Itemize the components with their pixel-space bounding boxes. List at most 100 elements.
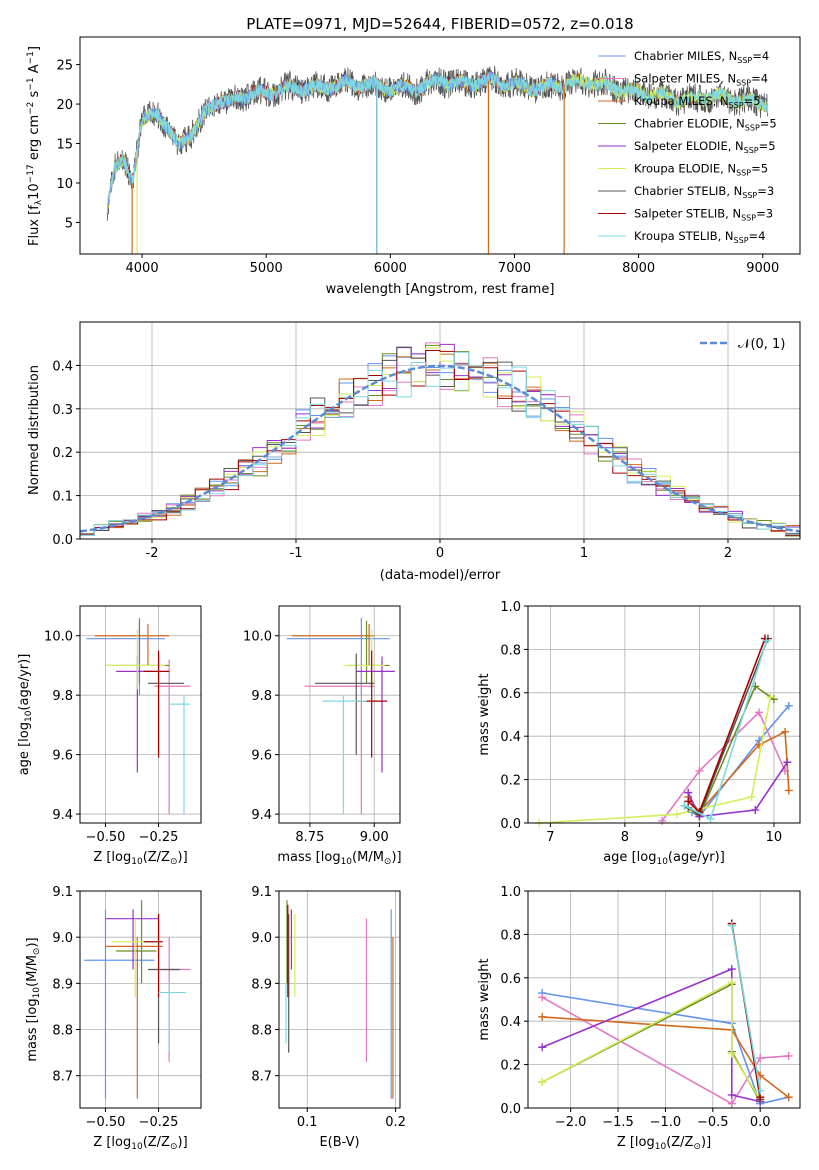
legend-label: Chabrier MILES, NSSP=4: [634, 49, 769, 65]
legend-text-part: SSP: [736, 169, 751, 178]
legend-text-part: =5: [760, 117, 777, 131]
axis-label-part: 10: [341, 857, 353, 867]
mass-weight-y-label: mass weight: [477, 958, 492, 1040]
y-tick-label: 1.0: [500, 885, 521, 900]
x-tick-label: 8000: [622, 261, 655, 276]
legend-label: Salpeter MILES, NSSP=4: [634, 72, 768, 88]
salpeter-miles-weight-marker: [755, 708, 764, 717]
axis-label-part: mass [log: [277, 850, 340, 865]
axis-label-part: ⊙: [32, 948, 42, 956]
spectrum-title: PLATE=0971, MJD=52644, FIBERID=0572, z=0…: [246, 15, 633, 33]
x-tick-label: 7: [546, 830, 554, 845]
axis-label-part: )]: [701, 1135, 711, 1150]
x-tick-label: 9: [695, 830, 703, 845]
y-tick-label: 10.0: [243, 630, 272, 645]
ylabel-axis-label: mass [log10(M/M⊙)]: [25, 937, 42, 1061]
salpeter-miles-weight-marker: [756, 1054, 765, 1063]
kroupa-miles-weight-marker: [784, 1093, 793, 1102]
y-tick-label: 0.1: [52, 490, 73, 505]
x-tick-label: −1.0: [650, 1115, 682, 1130]
x-tick-label: 7000: [498, 261, 531, 276]
legend-text-part: Salpeter STELIB, N: [634, 207, 741, 221]
y-tick-label: 0.6: [500, 972, 521, 987]
legend-text-part: =3: [756, 207, 773, 221]
kroupa-elodie-weight-marker: [538, 1077, 547, 1086]
x-tick-label: 0.2: [385, 1115, 406, 1130]
axis-label-part: ⊙: [693, 1142, 701, 1152]
x-tick-label: 4000: [126, 261, 159, 276]
axes-frame: [79, 605, 202, 824]
legend-text-part: SSP: [734, 236, 749, 245]
legend-label: Kroupa STELIB, NSSP=4: [634, 229, 765, 245]
axis-label-part: (age/yr)]: [17, 654, 32, 711]
xlabel-axis-label: mass [log10(M/M⊙)]: [277, 850, 401, 867]
x-tick-label: 1: [580, 546, 588, 561]
kroupa-stelib-weight-line: [731, 925, 761, 1091]
kroupa-elodie-weight-marker: [727, 1049, 736, 1058]
y-tick-label: 9.4: [52, 808, 73, 823]
axis-label-part: 10: [656, 857, 668, 867]
legend-text-part: =5: [751, 162, 768, 176]
salpeter-miles-weight-line: [661, 710, 786, 822]
x-tick-label: -2: [146, 546, 159, 561]
residual-panel: -2 -1 0 1 2 0.0 0.1 0.2 0.3 0.4 (data-model)/erro…: [27, 321, 801, 583]
kroupa-stelib-weight-marker: [762, 636, 771, 645]
salpeter-elodie-weight-marker: [727, 1090, 736, 1099]
y-tick-label: 8.8: [251, 1024, 272, 1039]
y-tick-label: 0.4: [52, 359, 73, 374]
axis-label-part: (M/M: [25, 955, 40, 987]
legend-text-part: =3: [757, 184, 774, 198]
y-tick-label: 0.0: [52, 533, 73, 548]
y-tick-label: 5: [65, 216, 73, 231]
y-tick-label: 9.8: [52, 689, 73, 704]
kroupa-miles-histogram: [80, 353, 800, 535]
x-tick-label: 8: [621, 830, 629, 845]
axis-label-part: 10: [131, 1142, 143, 1152]
axis-label-part: mass [log: [25, 998, 40, 1061]
salpeter-elodie-weight-marker: [727, 965, 736, 974]
chabrier-stelib-weight-line: [687, 638, 769, 816]
mass-weight-vs-metallicity-panel: −2.0 −1.5 −1.0 −0.5 0.0 0.0 0.2 0.4 0.6 0.8 1.0 Z […: [477, 885, 801, 1152]
legend-text-part: Kroupa STELIB, N: [634, 229, 734, 243]
axis-label-part: ⊙: [170, 857, 178, 867]
salpeter-elodie-weight-marker: [538, 1043, 547, 1052]
spectrum-legend: Chabrier MILES, NSSP=4 Salpeter MILES, NS…: [598, 49, 777, 245]
axis-label-part: 10: [32, 987, 42, 999]
axes-frame: [527, 605, 801, 824]
xlabel-axis-label: Z [log10(Z/Z⊙)]: [93, 850, 187, 867]
legend-text-part: SSP: [741, 214, 756, 223]
kroupa-stelib-weight-marker: [706, 814, 715, 823]
residual-y-label: Normed distribution: [27, 365, 42, 495]
mass-vs-extinction-panel: 0.1 0.2 8.7 8.8 8.9 9.0 9.1 E(B-V): [251, 885, 406, 1150]
x-tick-label: −1.5: [602, 1115, 634, 1130]
axis-label-part: age [log: [17, 722, 32, 775]
spectrum-y-label: Flux [fλ10−17 erg cm−2 s−1 A−1]: [26, 46, 44, 246]
y-tick-label: 0.0: [500, 817, 521, 832]
axis-label-part: Z [log: [617, 1135, 655, 1150]
kroupa-miles-weight-marker: [781, 727, 790, 736]
xlabel-axis-label: age [log10(age/yr)]: [603, 850, 725, 867]
kroupa-miles-weight-line: [542, 1016, 790, 1098]
kroupa-elodie-weight-marker: [747, 792, 756, 801]
x-tick-label: −0.25: [139, 830, 179, 845]
residual-legend: 𝒩(0, 1): [700, 337, 785, 352]
y-tick-label: 10: [56, 177, 73, 192]
axes-frame: [278, 605, 401, 824]
legend-text-part: SSP: [729, 101, 744, 110]
y-tick-label: 9.1: [52, 885, 73, 900]
y-tick-label: 8.9: [52, 977, 73, 992]
x-tick-label: −0.5: [697, 1115, 729, 1130]
axis-label-part: ⊙: [170, 1142, 178, 1152]
axis-label-part: (age/yr)]: [668, 850, 725, 865]
kroupa-miles-weight-marker: [784, 786, 793, 795]
axis-label-part: )]: [178, 850, 188, 865]
axis-label-part: )]: [25, 937, 40, 947]
axis-label-part: 10: [24, 710, 34, 722]
y-tick-label: 0.2: [500, 774, 521, 789]
spectrum-frame: [79, 36, 801, 255]
axis-label-part: 10: [655, 1142, 667, 1152]
spectrum-plot-area: 4000 5000 6000 7000 8000 9000 5 10 15 20 25: [56, 59, 779, 276]
kroupa-stelib-weight-marker: [727, 921, 736, 930]
x-tick-label: −2.0: [555, 1115, 587, 1130]
